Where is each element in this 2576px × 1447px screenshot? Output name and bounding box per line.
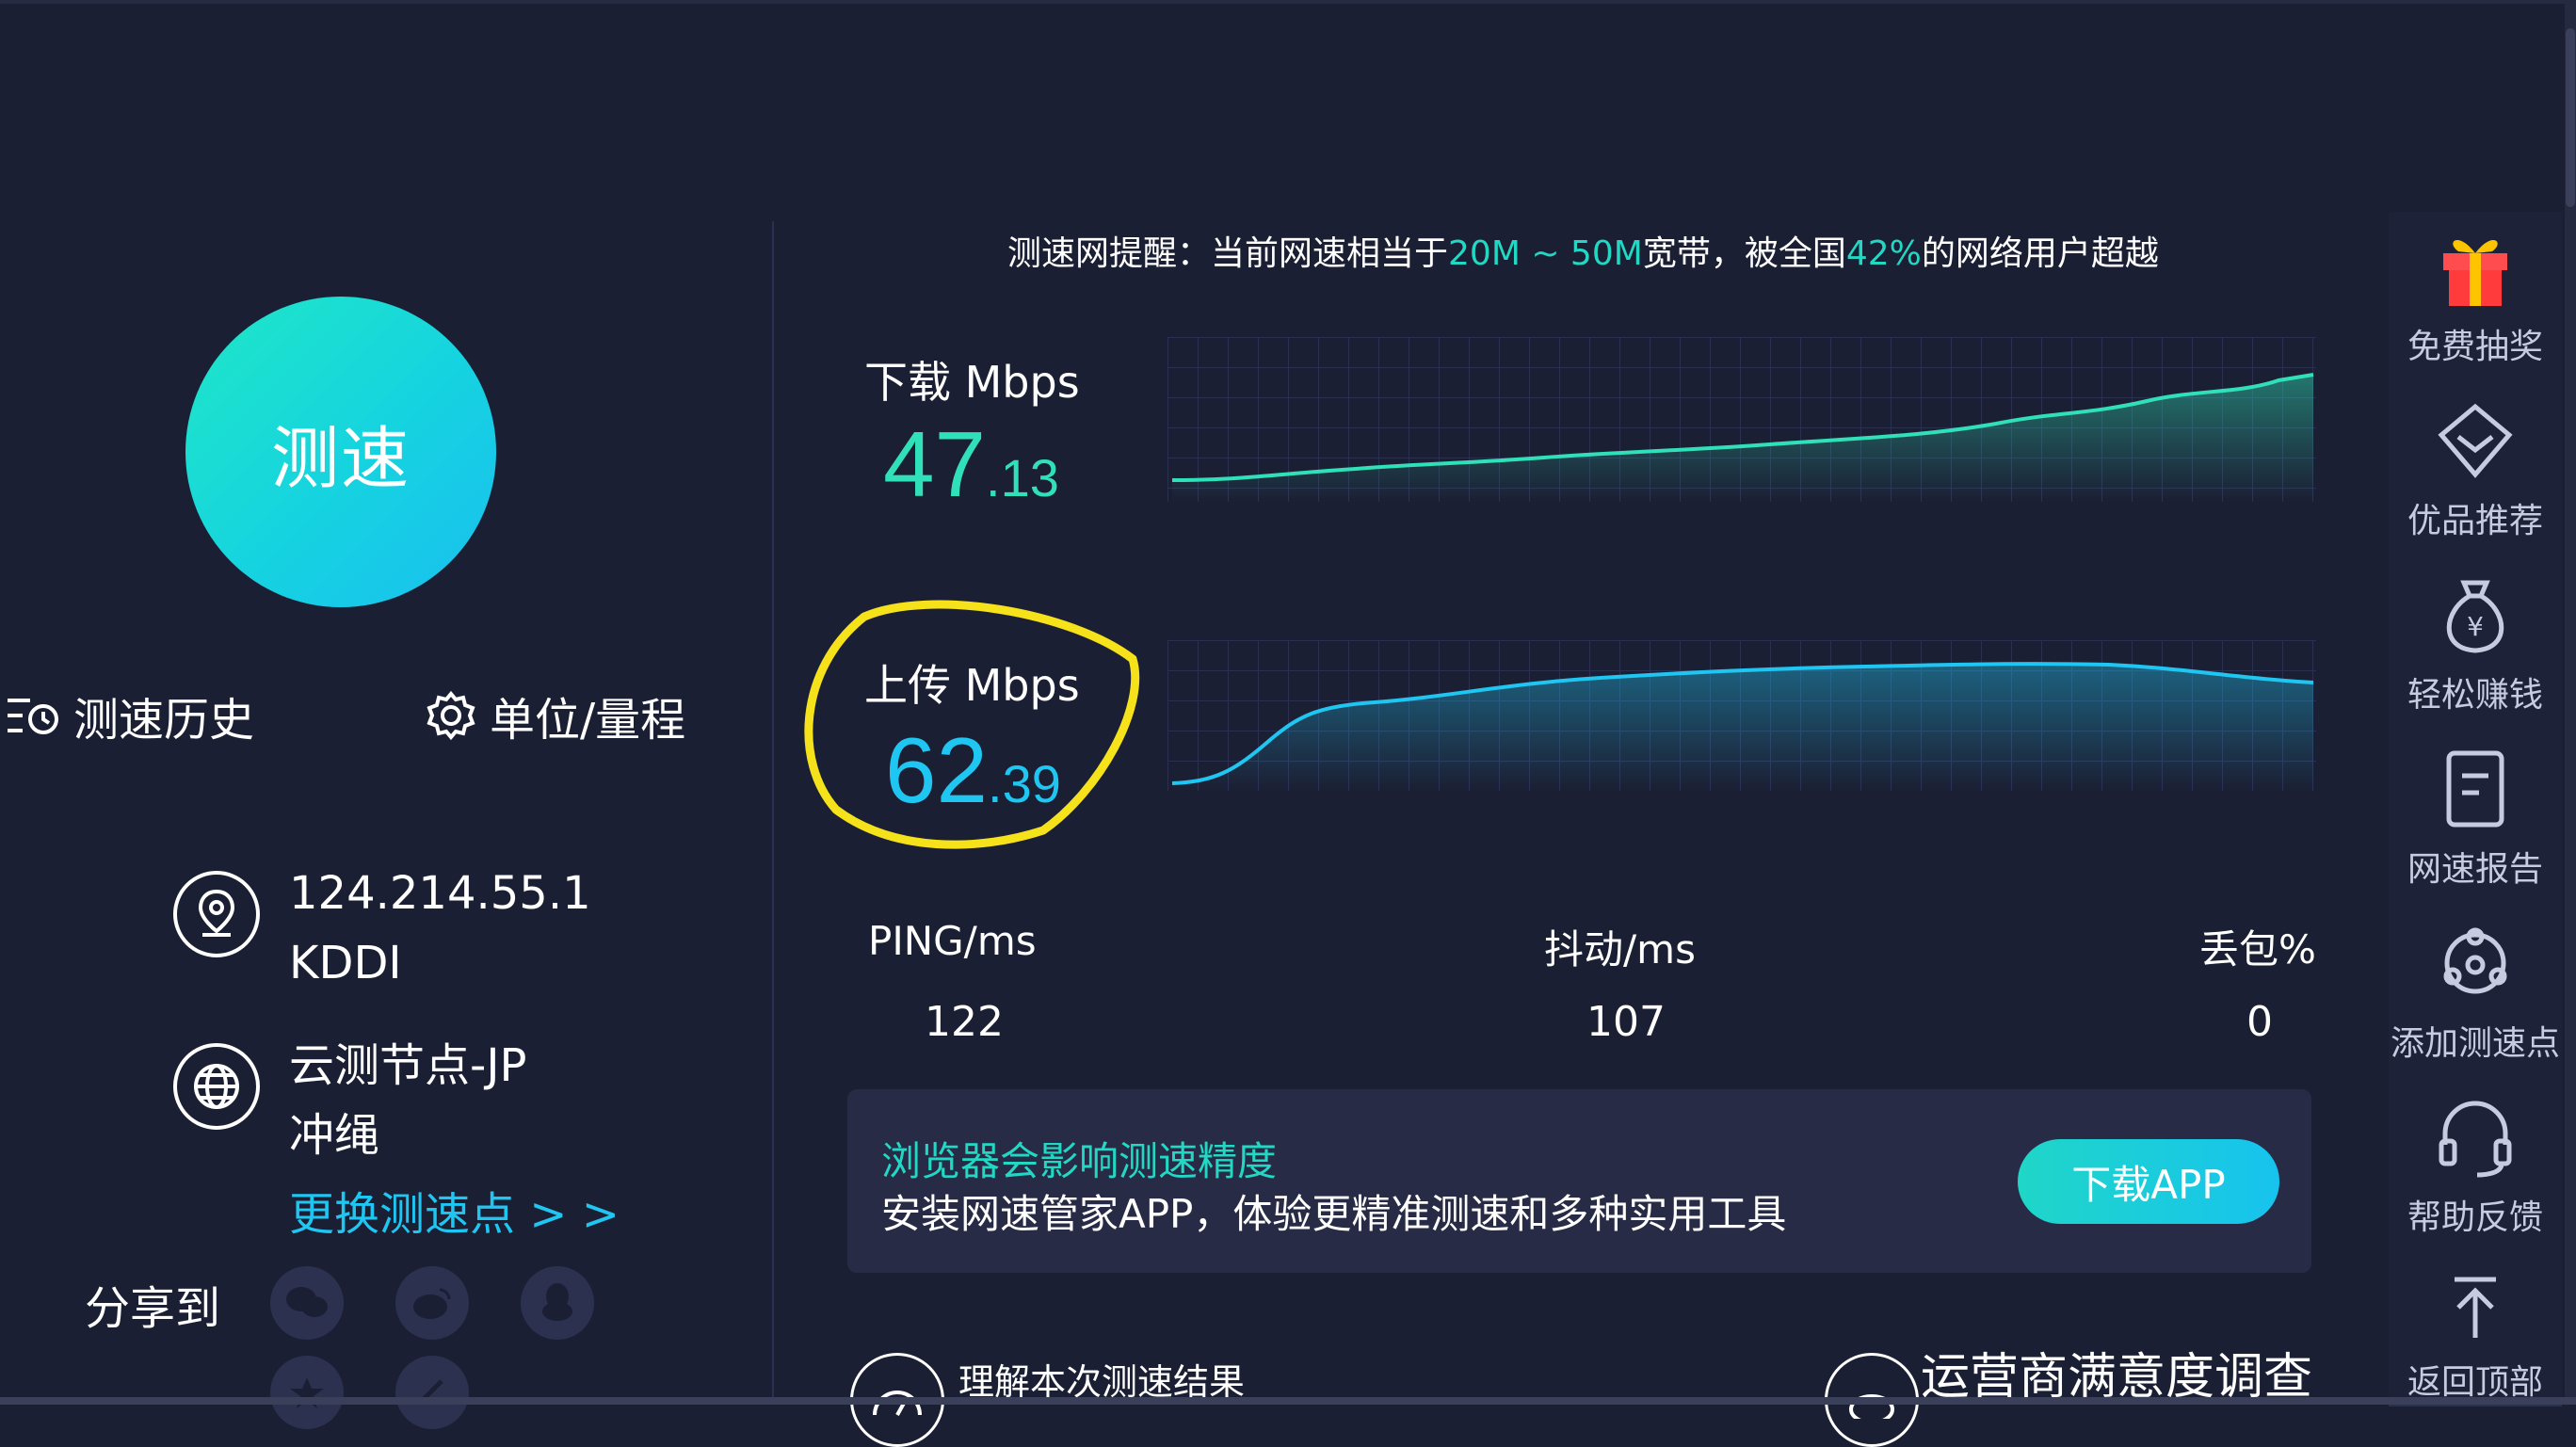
promo-description: 安装网速管家APP，体验更精准测速和多种实用工具 <box>881 1191 1787 1237</box>
headset-icon <box>2439 1101 2512 1178</box>
download-speed: 47.13 <box>883 411 1059 518</box>
link-share-icon[interactable] <box>395 1356 469 1429</box>
history-list-icon <box>8 693 60 738</box>
sidebar-item-back-to-top[interactable]: 返回顶部 <box>2389 1257 2562 1407</box>
understand-result-link[interactable]: 理解本次测速结果 <box>958 1361 1246 1403</box>
right-sidebar: 免费抽奖 优品推荐 ¥ 轻松赚钱 网速报告 添加测速点 帮助反馈 <box>2389 212 2562 1407</box>
ip-address: 124.214.55.1 <box>289 867 591 920</box>
weibo-share-icon[interactable] <box>395 1266 469 1340</box>
download-dec: .13 <box>986 448 1059 507</box>
svg-text:¥: ¥ <box>2467 611 2484 642</box>
sidebar-item-add-node[interactable]: 添加测速点 <box>2389 908 2562 1085</box>
top-border <box>0 0 2576 4</box>
ping-label: PING/ms <box>868 918 1037 964</box>
sidebar-label-add-node: 添加测速点 <box>2390 1024 2560 1063</box>
download-app-button[interactable]: 下载APP <box>2018 1139 2279 1224</box>
notice-range: 20M ~ 50M <box>1448 234 1643 273</box>
vertical-scrollbar[interactable] <box>2565 0 2576 1405</box>
sidebar-item-recommend[interactable]: 优品推荐 <box>2389 386 2562 562</box>
carrier-survey-link[interactable]: 运营商满意度调查 <box>1921 1349 2313 1406</box>
download-chart <box>1167 337 2316 502</box>
packet-loss-value: 0 <box>2246 998 2273 1046</box>
promo-title: 浏览器会影响测速精度 <box>881 1138 1278 1184</box>
notice-prefix: 测速网提醒：当前网速相当于 <box>1007 234 1449 273</box>
sidebar-item-earn[interactable]: ¥ 轻松赚钱 <box>2389 560 2562 736</box>
globe-icon <box>173 1043 260 1130</box>
upload-dec: .39 <box>988 754 1061 813</box>
notice-middle: 宽带，被全国 <box>1642 234 1846 273</box>
horizontal-scrollbar[interactable] <box>0 1397 2576 1405</box>
sidebar-label-back-to-top: 返回顶部 <box>2407 1363 2543 1402</box>
location-pin-icon <box>173 871 260 957</box>
speed-history-label: 测速历史 <box>73 694 255 747</box>
report-icon <box>2446 750 2504 828</box>
start-speed-test-button[interactable]: 测速 <box>185 297 496 607</box>
upload-label: 上传 Mbps <box>864 660 1080 711</box>
sidebar-label-earn: 轻松赚钱 <box>2407 676 2543 715</box>
test-node-city: 冲绳 <box>289 1109 380 1162</box>
sidebar-item-help[interactable]: 帮助反馈 <box>2389 1083 2562 1259</box>
sidebar-label-help: 帮助反馈 <box>2407 1198 2543 1237</box>
panel-divider <box>772 221 774 1405</box>
isp-name: KDDI <box>289 937 402 989</box>
upload-highlight-annotation <box>804 600 1140 849</box>
scrollbar-thumb[interactable] <box>2566 28 2575 207</box>
notice-suffix: 的网络用户超越 <box>1921 234 2159 273</box>
jitter-value: 107 <box>1586 998 1666 1046</box>
upload-int: 62 <box>885 718 989 822</box>
ping-value: 122 <box>925 998 1004 1046</box>
gift-icon <box>2443 239 2507 306</box>
unit-range-label: 单位/量程 <box>490 694 686 747</box>
sidebar-label-report: 网速报告 <box>2407 850 2543 889</box>
qzone-share-icon[interactable] <box>270 1356 344 1429</box>
sidebar-item-report[interactable]: 网速报告 <box>2389 734 2562 910</box>
back-to-top-icon <box>2455 1277 2496 1338</box>
packet-loss-label: 丢包% <box>2199 926 2316 973</box>
download-label: 下载 Mbps <box>864 357 1080 408</box>
sidebar-item-lottery[interactable]: 免费抽奖 <box>2389 212 2562 388</box>
money-bag-icon: ¥ <box>2446 580 2504 653</box>
qq-share-icon[interactable] <box>521 1266 594 1340</box>
speed-notice: 测速网提醒：当前网速相当于20M ~ 50M宽带，被全国42%的网络用户超越 <box>1007 226 2159 275</box>
share-label: 分享到 <box>85 1282 221 1335</box>
sidebar-label-recommend: 优品推荐 <box>2407 502 2543 540</box>
jitter-label: 抖动/ms <box>1544 926 1696 973</box>
speed-history-link[interactable]: 测速历史 <box>8 678 254 753</box>
network-node-icon <box>2443 927 2507 994</box>
sidebar-label-lottery: 免费抽奖 <box>2407 328 2543 366</box>
gear-icon <box>426 690 476 741</box>
download-int: 47 <box>883 412 987 516</box>
notice-percent: 42% <box>1845 234 1922 273</box>
test-node-name: 云测节点-JP <box>289 1039 527 1092</box>
wechat-share-icon[interactable] <box>270 1266 344 1340</box>
change-node-link[interactable]: 更换测速点 > > <box>289 1188 620 1241</box>
upload-chart <box>1167 640 2316 791</box>
diamond-icon <box>2438 403 2513 478</box>
unit-range-link[interactable]: 单位/量程 <box>426 678 685 753</box>
upload-speed: 62.39 <box>885 717 1061 824</box>
